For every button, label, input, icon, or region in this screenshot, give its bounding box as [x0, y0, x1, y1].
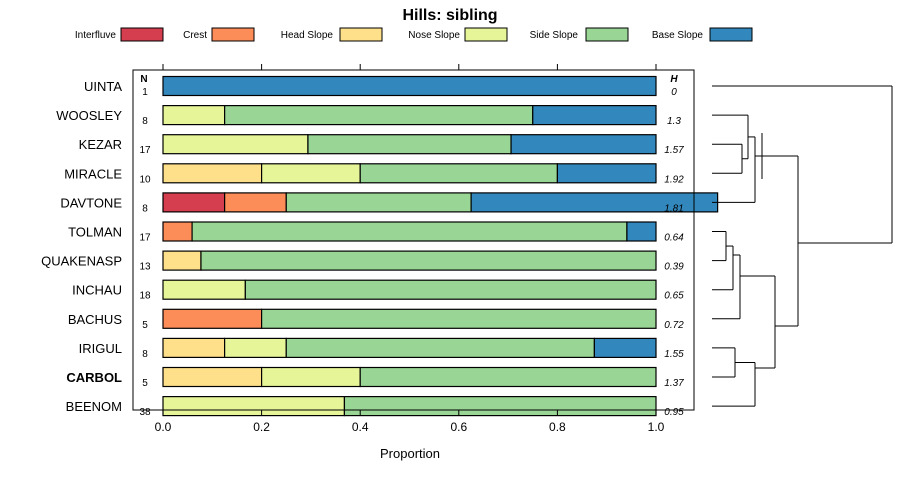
category-label-miracle: MIRACLE [64, 166, 122, 181]
category-label-bachus: BACHUS [68, 312, 123, 327]
x-tick-label: 0.6 [450, 420, 467, 434]
h-value-quakenasp: 0.39 [664, 262, 684, 273]
plot-frame [132, 69, 695, 411]
bars-group [162, 75, 719, 417]
n-value-woosley: 8 [142, 116, 148, 127]
bar-kezar-nose-slope [162, 134, 309, 155]
category-label-inchau: INCHAU [72, 283, 122, 298]
x-tick-label: 0.0 [155, 420, 172, 434]
bar-woosley-nose-slope [162, 104, 226, 126]
bar-quakenasp-side-slope [200, 250, 657, 271]
n-value-carbol: 5 [142, 378, 148, 389]
bar-tolman-base-slope [626, 221, 657, 242]
bar-kezar-side-slope [307, 134, 512, 155]
legend-swatch-crest [211, 27, 255, 42]
legend-swatch-head-slope [339, 27, 383, 42]
bar-carbol-head-slope [162, 366, 263, 388]
bar-carbol-side-slope [359, 366, 657, 388]
n-value-tolman: 17 [139, 233, 151, 244]
n-value-uinta: 1 [142, 87, 148, 98]
bar-irigul-base-slope [593, 337, 657, 358]
dendrogram [712, 85, 893, 407]
category-label-carbol: CARBOL [66, 370, 122, 385]
legend-label-interfluve: Interfluve [75, 30, 117, 41]
h-value-inchau: 0.65 [664, 291, 684, 302]
h-value-uinta: 0 [671, 87, 677, 98]
x-tick-label: 0.8 [549, 420, 566, 434]
bar-carbol-nose-slope [261, 366, 361, 388]
h-value-bachus: 0.72 [664, 320, 684, 331]
legend: Interfluve Crest Head Slope Nose Slope Side … [75, 27, 753, 42]
legend-swatch-side-slope [585, 27, 629, 42]
bar-davtone-side-slope [285, 192, 472, 213]
legend-label-base-slope: Base Slope [652, 30, 704, 41]
x-tick-label: 0.2 [253, 420, 270, 434]
n-value-beenom: 38 [139, 407, 151, 418]
h-value-davtone: 1.81 [664, 203, 683, 214]
legend-swatch-interfluve [120, 27, 164, 42]
bar-bachus-crest [162, 308, 263, 329]
x-tick-label: 0.4 [352, 420, 369, 434]
n-value-quakenasp: 13 [139, 262, 151, 273]
bar-kezar-base-slope [510, 134, 657, 155]
legend-label-crest: Crest [183, 30, 207, 41]
h-header: H [670, 74, 678, 85]
bar-irigul-head-slope [162, 337, 226, 358]
category-label-tolman: TOLMAN [68, 225, 122, 240]
h-value-carbol: 1.37 [664, 378, 684, 389]
bar-inchau-nose-slope [162, 279, 246, 300]
bar-beenom-side-slope [343, 396, 657, 417]
n-value-davtone: 8 [142, 203, 148, 214]
h-value-miracle: 1.92 [664, 174, 684, 185]
chart-title: Hills: sibling [402, 7, 497, 24]
n-value-irigul: 8 [142, 349, 148, 360]
bar-woosley-side-slope [224, 104, 534, 126]
bar-davtone-crest [224, 192, 287, 213]
category-label-woosley: WOOSLEY [56, 108, 122, 123]
category-label-davtone: DAVTONE [60, 195, 122, 210]
legend-swatch-nose-slope [464, 27, 508, 42]
bar-davtone-interfluve [162, 192, 226, 213]
category-label-irigul: IRIGUL [79, 341, 122, 356]
x-tick-label: 1.0 [648, 420, 665, 434]
bar-uinta-base-slope [162, 75, 657, 97]
bar-irigul-side-slope [285, 337, 595, 358]
n-value-bachus: 5 [142, 320, 148, 331]
legend-label-nose-slope: Nose Slope [408, 30, 460, 41]
category-label-beenom: BEENOM [66, 399, 122, 414]
legend-label-side-slope: Side Slope [530, 30, 579, 41]
n-value-kezar: 17 [139, 145, 151, 156]
bar-woosley-base-slope [532, 104, 657, 126]
n-header: N [140, 74, 147, 85]
x-axis-label: Proportion [380, 446, 440, 461]
bar-quakenasp-head-slope [162, 250, 202, 271]
axes-group: 0.0 0.2 0.4 0.6 0.8 1.0 [155, 64, 665, 434]
bar-miracle-base-slope [556, 163, 657, 184]
category-label-kezar: KEZAR [79, 137, 122, 152]
bar-tolman-side-slope [191, 221, 628, 242]
h-value-irigul: 1.55 [664, 349, 684, 360]
bar-tolman-crest [162, 221, 193, 242]
n-value-inchau: 18 [139, 291, 151, 302]
h-value-kezar: 1.57 [664, 145, 684, 156]
bar-beenom-nose-slope [162, 396, 346, 417]
bar-miracle-head-slope [162, 163, 263, 184]
h-value-beenom: 0.95 [664, 407, 684, 418]
legend-label-head-slope: Head Slope [281, 30, 334, 41]
bar-inchau-side-slope [244, 279, 657, 300]
bar-bachus-side-slope [261, 308, 657, 329]
bar-miracle-side-slope [359, 163, 559, 184]
bar-miracle-nose-slope [261, 163, 361, 184]
h-value-woosley: 1.3 [667, 116, 681, 127]
bar-irigul-nose-slope [224, 337, 287, 358]
legend-swatch-base-slope [709, 27, 753, 42]
category-label-quakenasp: QUAKENASP [41, 254, 122, 269]
n-value-miracle: 10 [139, 174, 151, 185]
h-value-tolman: 0.64 [664, 233, 684, 244]
category-label-uinta: UINTA [84, 79, 122, 94]
